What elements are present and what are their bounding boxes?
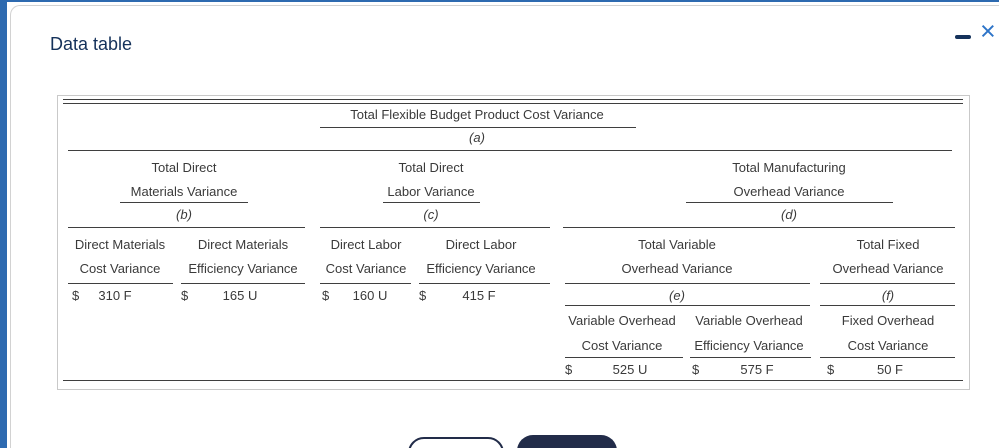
rule-dm-eff-underline <box>181 283 305 284</box>
ref-a: (a) <box>469 130 485 145</box>
secondary-button[interactable] <box>408 437 504 448</box>
vo-eff-amount: 575 F <box>740 362 774 377</box>
dialog-title: Data table <box>50 34 133 54</box>
page-top-border <box>0 0 999 2</box>
rule-dl-eff-underline <box>419 283 550 284</box>
rule-total-variable-underline <box>565 283 810 284</box>
dl-eff-line2: Efficiency Variance <box>426 261 536 276</box>
vo-eff-currency: $ <box>692 362 700 377</box>
vo-cost-currency: $ <box>565 362 573 377</box>
total-mfg-overhead-line2: Overhead Variance <box>733 184 845 199</box>
primary-button[interactable] <box>517 435 617 448</box>
total-variable-line2: Overhead Variance <box>621 261 733 276</box>
page-left-border <box>0 0 7 448</box>
vo-cost-amount: 525 U <box>612 362 648 377</box>
total-variable-line1: Total Variable <box>638 237 716 252</box>
dl-eff-currency: $ <box>419 288 427 303</box>
total-fixed-line1: Total Fixed <box>856 237 920 252</box>
ref-b: (b) <box>176 207 192 222</box>
rule-fo-cost-underline <box>820 357 955 358</box>
ref-f: (f) <box>881 288 895 303</box>
total-direct-labor-line2: Labor Variance <box>387 184 475 199</box>
total-fixed-line2: Overhead Variance <box>832 261 944 276</box>
close-icon[interactable]: × <box>980 16 996 46</box>
dm-eff-line2: Efficiency Variance <box>188 261 298 276</box>
rule-under-a <box>68 150 952 151</box>
dm-eff-amount: 165 U <box>222 288 258 303</box>
rule-bottom <box>63 380 963 381</box>
total-direct-materials-line2: Materials Variance <box>130 184 238 199</box>
fo-cost-line2: Cost Variance <box>847 338 929 353</box>
vo-cost-line1: Variable Overhead <box>568 313 676 328</box>
ref-c: (c) <box>423 207 439 222</box>
dm-cost-line2: Cost Variance <box>79 261 161 276</box>
vo-eff-line1: Variable Overhead <box>695 313 803 328</box>
dm-cost-currency: $ <box>72 288 80 303</box>
ref-e: (e) <box>669 288 685 303</box>
dm-eff-currency: $ <box>181 288 189 303</box>
dm-cost-line1: Direct Materials <box>74 237 166 252</box>
rule-under-d <box>563 227 955 228</box>
total-mfg-overhead-line1: Total Manufacturing <box>732 160 846 175</box>
dl-eff-amount: 415 F <box>462 288 496 303</box>
root-variance-label: Total Flexible Budget Product Cost Varia… <box>350 107 604 122</box>
rule-top-1 <box>63 99 963 100</box>
rule-labor-underline <box>383 202 480 203</box>
ref-d: (d) <box>781 207 797 222</box>
dl-cost-line2: Cost Variance <box>325 261 407 276</box>
fo-cost-currency: $ <box>827 362 835 377</box>
dl-cost-currency: $ <box>322 288 330 303</box>
rule-vo-cost-underline <box>565 357 683 358</box>
rule-total-fixed-underline <box>820 283 955 284</box>
dm-cost-amount: 310 F <box>98 288 132 303</box>
fo-cost-line1: Fixed Overhead <box>841 313 935 328</box>
rule-under-c <box>320 227 550 228</box>
rule-overhead-underline <box>686 202 893 203</box>
dm-eff-line1: Direct Materials <box>197 237 289 252</box>
dl-eff-line1: Direct Labor <box>445 237 517 252</box>
vo-cost-line2: Cost Variance <box>581 338 663 353</box>
rule-vo-eff-underline <box>690 357 811 358</box>
rule-under-f <box>820 305 955 306</box>
rule-dm-cost-underline <box>68 283 173 284</box>
rule-under-b <box>68 227 305 228</box>
vo-eff-line2: Efficiency Variance <box>694 338 804 353</box>
fo-cost-amount: 50 F <box>876 362 903 377</box>
minimize-icon[interactable] <box>955 35 971 39</box>
dl-cost-line1: Direct Labor <box>330 237 402 252</box>
variance-table <box>57 95 970 390</box>
total-direct-labor-line1: Total Direct <box>398 160 464 175</box>
dl-cost-amount: 160 U <box>352 288 388 303</box>
rule-materials-underline <box>120 202 248 203</box>
rule-top-2 <box>63 103 963 104</box>
rule-under-e <box>565 305 810 306</box>
rule-root-underline <box>320 127 636 128</box>
rule-dl-cost-underline <box>320 283 411 284</box>
total-direct-materials-line1: Total Direct <box>151 160 217 175</box>
